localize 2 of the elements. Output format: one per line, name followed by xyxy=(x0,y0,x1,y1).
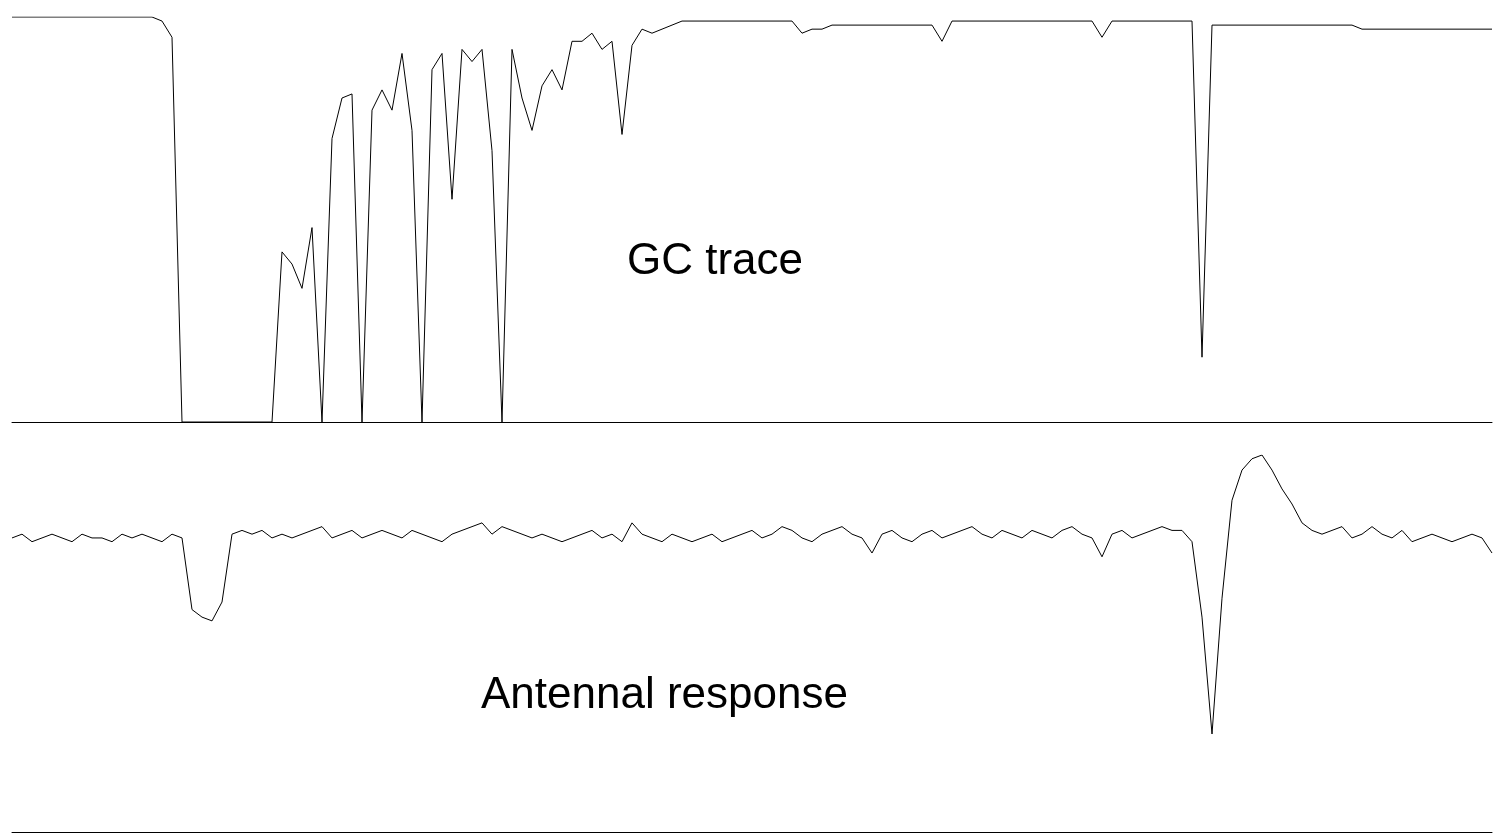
annotation: GC trace xyxy=(627,233,804,283)
annotation: Antennal response xyxy=(481,667,848,717)
